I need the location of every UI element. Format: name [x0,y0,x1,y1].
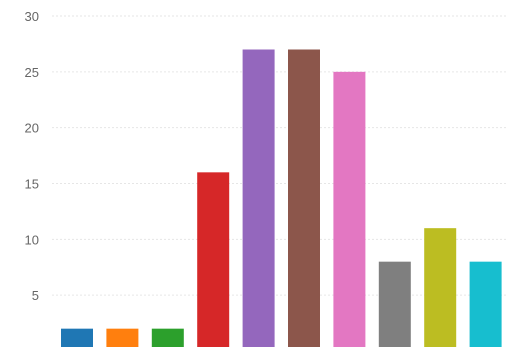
bar[interactable] [378,261,411,347]
y-tick-label: 15 [25,177,39,192]
bar[interactable] [242,49,275,347]
bar[interactable] [106,328,139,347]
bar[interactable] [197,172,230,347]
bar[interactable] [61,328,93,347]
y-tick-label: 10 [25,232,39,247]
bar[interactable] [151,328,184,347]
bar[interactable] [424,228,457,347]
y-tick-label: 0 [32,344,39,347]
y-tick-label: 20 [25,121,39,136]
y-axis-ticks: 0 5 10 15 20 25 30 [25,9,39,347]
bar[interactable] [469,261,502,347]
bars [61,49,502,347]
y-tick-label: 25 [25,65,39,80]
bar[interactable] [333,71,366,347]
y-tick-label: 5 [32,288,39,303]
bar[interactable] [288,49,320,347]
y-tick-label: 30 [25,9,39,24]
